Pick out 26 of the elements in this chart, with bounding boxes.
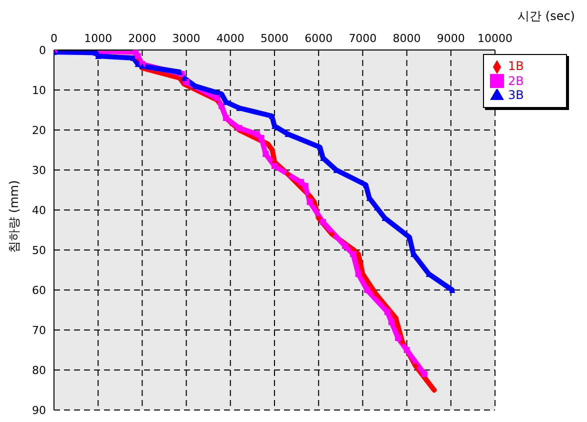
x-axis-title: 시간 (sec) xyxy=(518,8,575,25)
x-tick-label: 10000 xyxy=(478,32,512,45)
legend-label: 2B xyxy=(508,74,524,88)
legend-label: 1B xyxy=(508,59,524,73)
y-tick-label: 40 xyxy=(32,204,46,217)
y-tick-label: 30 xyxy=(32,164,46,177)
y-tick-label: 20 xyxy=(32,124,46,137)
x-tick-label: 2000 xyxy=(128,32,156,45)
x-tick-label: 8000 xyxy=(392,32,421,45)
y-tick-label: 90 xyxy=(32,404,46,417)
x-tick-label: 9000 xyxy=(436,32,465,45)
x-tick-label: 6000 xyxy=(304,32,333,45)
x-tick-label: 7000 xyxy=(348,32,377,45)
y-tick-label: 50 xyxy=(32,244,46,257)
x-tick-label: 5000 xyxy=(260,32,288,45)
y-tick-label: 70 xyxy=(32,324,46,337)
y-tick-label: 10 xyxy=(32,84,46,97)
y-tick-label: 0 xyxy=(39,44,46,57)
y-axis-title: 침하량 (mm) xyxy=(6,180,22,253)
x-tick-label: 0 xyxy=(50,32,58,45)
y-tick-label: 80 xyxy=(32,364,46,377)
legend-label: 3B xyxy=(508,88,524,102)
y-tick-label: 60 xyxy=(32,284,46,297)
x-tick-label: 1000 xyxy=(84,32,112,45)
x-tick-label: 4000 xyxy=(216,32,244,45)
x-tick-label: 3000 xyxy=(172,32,200,45)
